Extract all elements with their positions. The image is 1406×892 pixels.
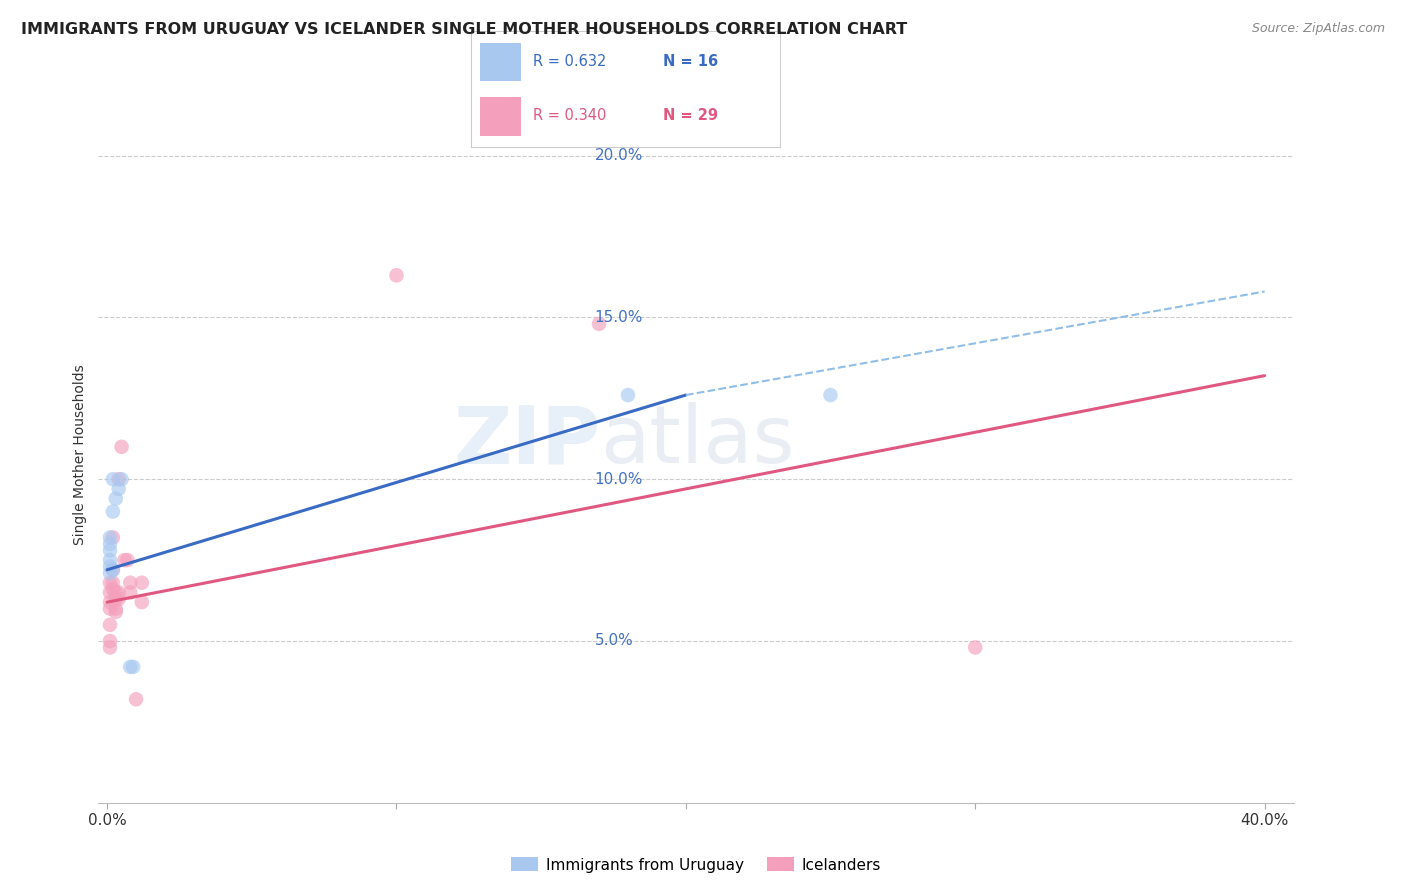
Point	[98, 634, 121, 648]
Text: R = 0.632: R = 0.632	[533, 54, 606, 69]
Point	[98, 543, 121, 558]
Point	[131, 575, 153, 590]
Point	[104, 491, 127, 506]
Point	[965, 640, 987, 655]
Point	[101, 575, 124, 590]
Point	[98, 585, 121, 599]
Text: Source: ZipAtlas.com: Source: ZipAtlas.com	[1251, 22, 1385, 36]
Point	[98, 575, 121, 590]
Text: IMMIGRANTS FROM URUGUAY VS ICELANDER SINGLE MOTHER HOUSEHOLDS CORRELATION CHART: IMMIGRANTS FROM URUGUAY VS ICELANDER SIN…	[21, 22, 907, 37]
Point	[122, 660, 145, 674]
Point	[98, 601, 121, 615]
Point	[125, 692, 148, 706]
Point	[385, 268, 408, 283]
Legend: Immigrants from Uruguay, Icelanders: Immigrants from Uruguay, Icelanders	[505, 851, 887, 879]
Text: N = 16: N = 16	[662, 54, 718, 69]
Point	[98, 559, 121, 574]
Point	[101, 472, 124, 486]
Point	[98, 617, 121, 632]
Point	[114, 553, 136, 567]
Text: ZIP: ZIP	[453, 402, 600, 480]
FancyBboxPatch shape	[481, 97, 520, 136]
Point	[110, 472, 132, 486]
Point	[98, 566, 121, 580]
Point	[107, 472, 129, 486]
Point	[820, 388, 842, 402]
Point	[101, 582, 124, 597]
Point	[617, 388, 640, 402]
Point	[101, 504, 124, 518]
Point	[98, 537, 121, 551]
Point	[101, 563, 124, 577]
Text: 5.0%: 5.0%	[595, 633, 633, 648]
Point	[101, 563, 124, 577]
Point	[107, 591, 129, 606]
Point	[104, 591, 127, 606]
Point	[107, 482, 129, 496]
Point	[110, 440, 132, 454]
Text: N = 29: N = 29	[662, 108, 718, 123]
FancyBboxPatch shape	[481, 43, 520, 81]
Text: atlas: atlas	[600, 402, 794, 480]
Point	[107, 585, 129, 599]
Point	[117, 553, 139, 567]
Point	[104, 585, 127, 599]
Point	[101, 531, 124, 545]
Point	[98, 640, 121, 655]
Point	[120, 660, 142, 674]
Point	[104, 601, 127, 615]
Point	[98, 595, 121, 609]
Text: 20.0%: 20.0%	[595, 148, 643, 163]
Y-axis label: Single Mother Households: Single Mother Households	[73, 365, 87, 545]
Point	[120, 585, 142, 599]
Text: R = 0.340: R = 0.340	[533, 108, 606, 123]
Text: 15.0%: 15.0%	[595, 310, 643, 325]
Text: 10.0%: 10.0%	[595, 472, 643, 487]
Point	[131, 595, 153, 609]
Point	[588, 317, 610, 331]
Point	[120, 575, 142, 590]
Point	[104, 605, 127, 619]
Point	[98, 553, 121, 567]
Point	[98, 531, 121, 545]
